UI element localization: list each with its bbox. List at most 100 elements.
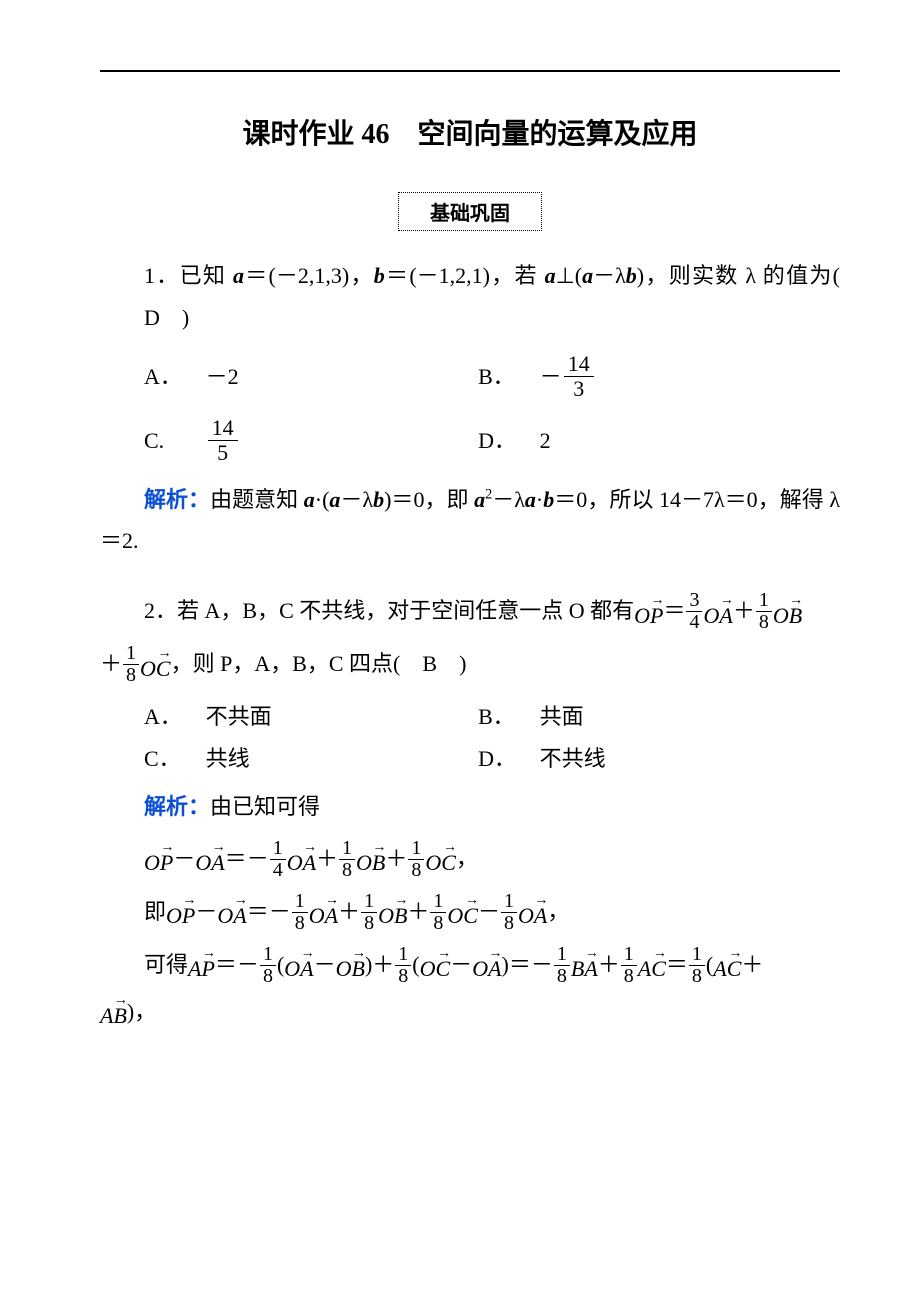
fraction-num: 1 bbox=[270, 838, 286, 860]
vector-OP: →OP bbox=[144, 844, 173, 874]
choice-label: A． bbox=[144, 696, 206, 738]
word-kede: 可得 bbox=[144, 951, 188, 980]
word-ji: 即 bbox=[144, 898, 166, 927]
q1-a-eq: ＝(－2,1,3)， bbox=[244, 263, 374, 288]
neg-sign: － bbox=[540, 356, 562, 398]
q2-choice-B: B． 共面 bbox=[478, 696, 812, 738]
choice-label: D． bbox=[478, 738, 540, 780]
fraction-num: 14 bbox=[208, 416, 238, 441]
q2-eq-line-2: 即 →OP － →OA ＝ － 18 →OA ＋ 18 →OB ＋ 18 →OC… bbox=[144, 891, 840, 934]
q1-choice-D: D． 2 bbox=[478, 409, 812, 473]
lparen: ( bbox=[412, 951, 419, 980]
choice-label: B． bbox=[478, 356, 540, 398]
vector-label: OC bbox=[140, 658, 171, 680]
vector-label: OP bbox=[634, 605, 663, 627]
plus-sign: ＋ bbox=[741, 951, 763, 980]
question-1: 1．已知 a＝(－2,1,3)，b＝(－1,2,1)，若 a⊥(a－λb)，则实… bbox=[100, 255, 840, 562]
fraction-num: 1 bbox=[756, 590, 772, 612]
plus-sign: ＋ bbox=[407, 898, 429, 927]
vector-label: OB bbox=[336, 958, 365, 980]
minus-sign: － bbox=[450, 951, 472, 980]
vector-label: OB bbox=[378, 905, 407, 927]
vector-OA: →OA bbox=[518, 897, 547, 927]
fraction-1-8: 18 bbox=[430, 891, 446, 934]
plus-sign: ＋ bbox=[316, 845, 338, 874]
vector-a3: a bbox=[582, 263, 593, 288]
fraction-1-8: 18 bbox=[689, 944, 705, 987]
q1-choice-C: C. 14 5 bbox=[144, 409, 478, 473]
question-2: 2． 若 A，B，C 不共线，对于空间任意一点 O 都有 →OP ＝ 34 →O… bbox=[100, 590, 840, 1027]
fraction-num: 1 bbox=[554, 944, 570, 966]
minus-sign: － bbox=[478, 898, 500, 927]
plus-sign: ＋ bbox=[338, 898, 360, 927]
q1-b-eq: ＝(－1,2,1)，若 bbox=[385, 263, 545, 288]
vector-b: b bbox=[373, 487, 384, 512]
fraction-num: 1 bbox=[339, 838, 355, 860]
vector-OA: →OA bbox=[703, 597, 732, 627]
fraction-den: 3 bbox=[564, 377, 594, 401]
fraction-3-4: 34 bbox=[686, 590, 702, 633]
q1-number: 1． bbox=[144, 263, 180, 288]
vector-a: a bbox=[329, 487, 340, 512]
vector-AB: →AB bbox=[100, 997, 127, 1027]
fraction-1-8: 18 bbox=[260, 944, 276, 987]
choice-value: －2 bbox=[206, 356, 239, 398]
minus-sign: － bbox=[173, 845, 195, 874]
vector-OB: →OB bbox=[356, 844, 385, 874]
q1-perp: ⊥( bbox=[556, 263, 583, 288]
fraction-num: 1 bbox=[408, 838, 424, 860]
fraction-14-5: 14 5 bbox=[208, 416, 238, 465]
analysis-text: －λ bbox=[492, 487, 525, 512]
vector-label: OA bbox=[703, 605, 732, 627]
fraction-den: 8 bbox=[361, 913, 377, 934]
rparen: ) bbox=[127, 998, 134, 1027]
section-badge: 基础巩固 bbox=[398, 192, 542, 231]
fraction-1-8: 18 bbox=[621, 944, 637, 987]
vector-OC: →OC bbox=[447, 897, 478, 927]
vector-b: b bbox=[374, 263, 385, 288]
vector-label: OA bbox=[518, 905, 547, 927]
fraction-1-8: 18 bbox=[123, 643, 139, 686]
analysis-text: )＝0，即 bbox=[384, 487, 474, 512]
analysis-text: 由已知可得 bbox=[210, 794, 320, 819]
fraction-1-4: 14 bbox=[270, 838, 286, 881]
q2-number: 2． bbox=[144, 597, 177, 626]
vector-b2: b bbox=[626, 263, 637, 288]
vector-OP: →OP bbox=[166, 897, 195, 927]
q1-answer: D bbox=[100, 297, 160, 339]
choice-label: C． bbox=[144, 738, 206, 780]
fraction-den: 4 bbox=[686, 612, 702, 633]
eq-sign: ＝ bbox=[247, 898, 269, 927]
vector-a: a bbox=[525, 487, 536, 512]
fraction-1-8: 18 bbox=[501, 891, 517, 934]
fraction-den: 8 bbox=[339, 860, 355, 881]
fraction-num: 1 bbox=[430, 891, 446, 913]
q2-close: ) bbox=[459, 650, 466, 679]
choice-label: A． bbox=[144, 356, 206, 398]
fraction-den: 8 bbox=[756, 612, 772, 633]
analysis-text: ·( bbox=[315, 487, 330, 512]
fraction-1-8: 18 bbox=[292, 891, 308, 934]
q1-close: ) bbox=[182, 305, 189, 330]
fraction-den: 4 bbox=[270, 860, 286, 881]
vector-label: OA bbox=[287, 852, 316, 874]
vector-OB: →OB bbox=[773, 597, 802, 627]
vector-label: OA bbox=[309, 905, 338, 927]
vector-OA: →OA bbox=[284, 950, 313, 980]
q2-text: 若 A，B，C 不共线，对于空间任意一点 O 都有 bbox=[177, 597, 634, 626]
document-page: 课时作业 46 空间向量的运算及应用 基础巩固 1．已知 a＝(－2,1,3)，… bbox=[0, 0, 920, 1302]
q2-eq-line-4: →AB ) ， bbox=[100, 997, 840, 1027]
fraction-den: 8 bbox=[292, 913, 308, 934]
vector-label: OA bbox=[472, 958, 501, 980]
q2-choice-A: A． 不共面 bbox=[144, 696, 478, 738]
choice-label: B． bbox=[478, 696, 540, 738]
eq-sign: ＝ bbox=[215, 951, 237, 980]
analysis-text: 由题意知 bbox=[210, 487, 304, 512]
vector-OA: →OA bbox=[195, 844, 224, 874]
neg-sign: － bbox=[531, 951, 553, 980]
rparen: ) bbox=[365, 951, 372, 980]
spacer bbox=[100, 562, 840, 580]
choice-value: 不共线 bbox=[540, 738, 606, 780]
vector-OA: →OA bbox=[309, 897, 338, 927]
vector-label: OC bbox=[420, 958, 451, 980]
